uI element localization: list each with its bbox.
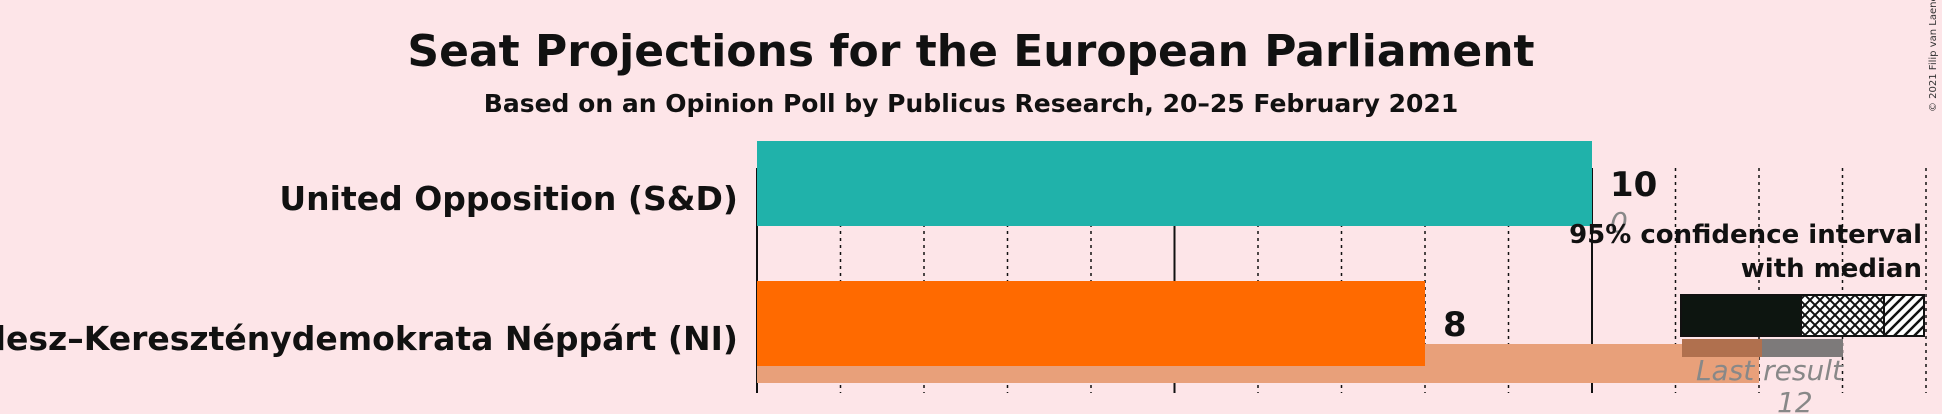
legend-swatch: Last result xyxy=(1680,294,1925,387)
legend: 95% confidence interval with median Last… xyxy=(1569,220,1925,387)
last-result-label-1: 12 xyxy=(1777,386,1813,414)
legend-last-result-bar-grey xyxy=(1762,339,1843,357)
bar-0 xyxy=(757,141,1592,226)
value-label-1: 8 xyxy=(1443,305,1467,345)
chart-title: Seat Projections for the European Parlia… xyxy=(407,26,1534,77)
bar-1 xyxy=(757,281,1425,366)
legend-ci-crosshatch xyxy=(1800,294,1885,337)
category-label-1: Fidesz–Kereszténydemokrata Néppárt (NI) xyxy=(0,319,738,358)
chart-subtitle: Based on an Opinion Poll by Publicus Res… xyxy=(484,89,1458,118)
legend-line-2: with median xyxy=(1741,254,1922,284)
legend-last-result-bar xyxy=(1682,339,1762,357)
category-label-0: United Opposition (S&D) xyxy=(279,179,738,218)
value-label-0: 10 xyxy=(1610,165,1657,205)
copyright-note: © 2021 Filip van Laenen xyxy=(1928,0,1939,112)
last-result-label-0: 0 xyxy=(1610,206,1628,239)
bars xyxy=(757,141,1592,366)
labels: United Opposition (S&D) 100 Fidesz–Kereszt… xyxy=(0,165,1813,414)
legend-last-result-label: Last result xyxy=(1696,354,1844,387)
legend-median-block xyxy=(1680,294,1802,337)
legend-line-1: 95% confidence interval xyxy=(1569,220,1922,250)
legend-ci-diagonal xyxy=(1883,294,1925,337)
